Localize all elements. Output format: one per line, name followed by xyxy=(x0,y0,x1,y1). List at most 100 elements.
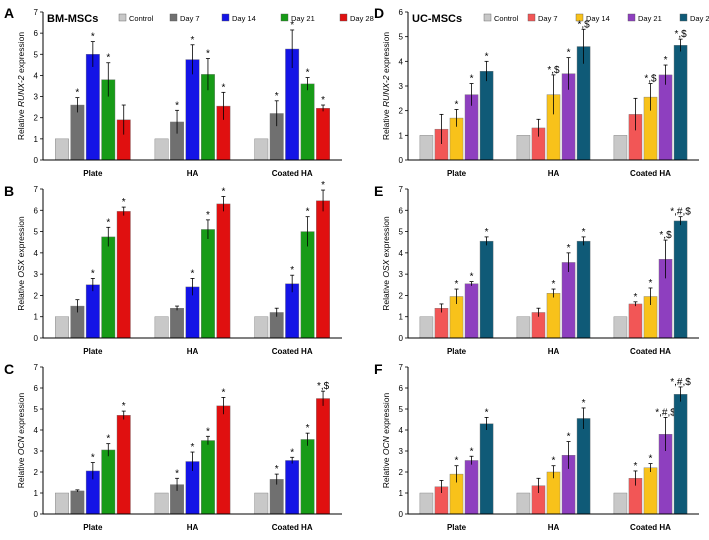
legend-swatch xyxy=(483,13,492,22)
bar xyxy=(216,405,231,515)
significance-label: * xyxy=(470,272,474,283)
significance-label: * xyxy=(106,217,110,228)
y-tick-label: 1 xyxy=(34,489,39,498)
category-label: Plate xyxy=(83,523,103,532)
y-tick-label: 5 xyxy=(34,228,39,237)
y-tick-label: 1 xyxy=(34,135,39,144)
category-label: HA xyxy=(187,523,199,532)
y-tick-label: 7 xyxy=(34,185,39,194)
bar xyxy=(285,460,300,515)
y-tick-label: 4 xyxy=(399,426,404,435)
bar xyxy=(101,236,116,339)
significance-label: * xyxy=(106,53,110,64)
y-tick-label: 7 xyxy=(34,363,39,372)
y-axis-label-suffix: expression xyxy=(381,32,391,76)
significance-label: * xyxy=(485,51,489,62)
category-label: Coated HA xyxy=(630,347,671,356)
significance-label: * xyxy=(206,210,210,221)
y-tick-label: 2 xyxy=(34,114,39,123)
bar xyxy=(479,240,494,339)
y-tick-label: 3 xyxy=(34,270,39,279)
significance-label: * xyxy=(552,279,556,290)
bar xyxy=(576,240,591,339)
y-tick-label: 1 xyxy=(399,313,404,322)
bar xyxy=(116,415,131,515)
legend-swatch xyxy=(169,13,178,22)
y-axis-label-prefix: Relative xyxy=(16,455,26,488)
panel-title: UC-MSCs xyxy=(412,13,462,25)
bar xyxy=(55,492,69,515)
bar xyxy=(613,316,628,339)
y-tick-label: 5 xyxy=(399,405,404,414)
bar xyxy=(613,135,628,161)
panel-letter: C xyxy=(4,361,14,377)
bar xyxy=(419,492,434,515)
y-tick-label: 1 xyxy=(399,489,404,498)
y-tick-label: 5 xyxy=(399,33,404,42)
bar xyxy=(316,398,330,515)
significance-label: * xyxy=(306,423,310,434)
significance-label: * xyxy=(455,99,459,110)
y-tick-label: 6 xyxy=(34,206,39,215)
y-tick-label: 0 xyxy=(399,334,404,343)
legend-label: Day 28 xyxy=(690,14,709,23)
significance-label: * xyxy=(290,447,294,458)
y-tick-label: 0 xyxy=(34,156,39,165)
y-axis-label-gene: OCN xyxy=(381,435,391,455)
y-tick-label: 4 xyxy=(34,426,39,435)
bar xyxy=(613,492,628,515)
category-label: Coated HA xyxy=(630,523,671,532)
significance-label: * xyxy=(206,426,210,437)
bar xyxy=(254,138,269,161)
y-tick-label: 5 xyxy=(34,50,39,59)
bar xyxy=(300,439,315,515)
significance-label: * xyxy=(552,456,556,467)
bar xyxy=(55,316,69,339)
significance-label: * xyxy=(321,180,325,191)
significance-label: * xyxy=(582,398,586,409)
chart-panel-f: F 0 1 2 3 4 5 6 7 Relative OCN expression * * * Plate… xyxy=(374,361,699,532)
category-label: Coated HA xyxy=(272,523,313,532)
y-tick-label: 7 xyxy=(399,185,404,194)
y-tick-label: 5 xyxy=(34,405,39,414)
significance-label: * xyxy=(106,434,110,445)
bar xyxy=(658,74,673,161)
significance-label: *,#,$ xyxy=(670,207,691,218)
chart-panel-e: E 0 1 2 3 4 5 6 7 Relative OSX expression * * * Plate… xyxy=(374,183,699,356)
significance-label: * xyxy=(75,88,79,99)
bar xyxy=(516,316,531,339)
bar xyxy=(55,138,69,161)
significance-label: * xyxy=(567,48,571,59)
bar xyxy=(464,283,479,339)
bar xyxy=(300,83,315,161)
y-axis-label-gene: RUNX-2 xyxy=(16,75,26,107)
legend-label: Day 14 xyxy=(586,14,610,23)
y-tick-label: 6 xyxy=(34,29,39,38)
panel-letter: A xyxy=(4,5,14,21)
legend-swatch xyxy=(575,13,584,22)
bar xyxy=(154,316,169,339)
significance-label: * xyxy=(649,454,653,465)
bar xyxy=(201,229,215,339)
panel-letter: B xyxy=(4,183,14,199)
significance-label: * xyxy=(122,401,126,412)
y-tick-label: 0 xyxy=(399,156,404,165)
y-tick-label: 1 xyxy=(34,313,39,322)
significance-label: *,#,$ xyxy=(670,377,691,388)
bar xyxy=(479,423,494,515)
significance-label: * xyxy=(91,453,95,464)
panel-letter: E xyxy=(374,183,383,199)
bar xyxy=(185,59,200,161)
legend-label: Control xyxy=(494,14,519,23)
significance-label: * xyxy=(91,268,95,279)
y-tick-label: 3 xyxy=(34,93,39,102)
y-tick-label: 6 xyxy=(34,384,39,393)
bar xyxy=(216,203,231,339)
significance-label: * xyxy=(664,55,668,66)
y-axis-label-suffix: expression xyxy=(16,393,26,437)
significance-label: * xyxy=(470,446,474,457)
category-label: Plate xyxy=(83,169,103,178)
significance-label: *,#,$ xyxy=(655,407,676,418)
y-tick-label: 2 xyxy=(34,291,39,300)
bar xyxy=(254,316,269,339)
